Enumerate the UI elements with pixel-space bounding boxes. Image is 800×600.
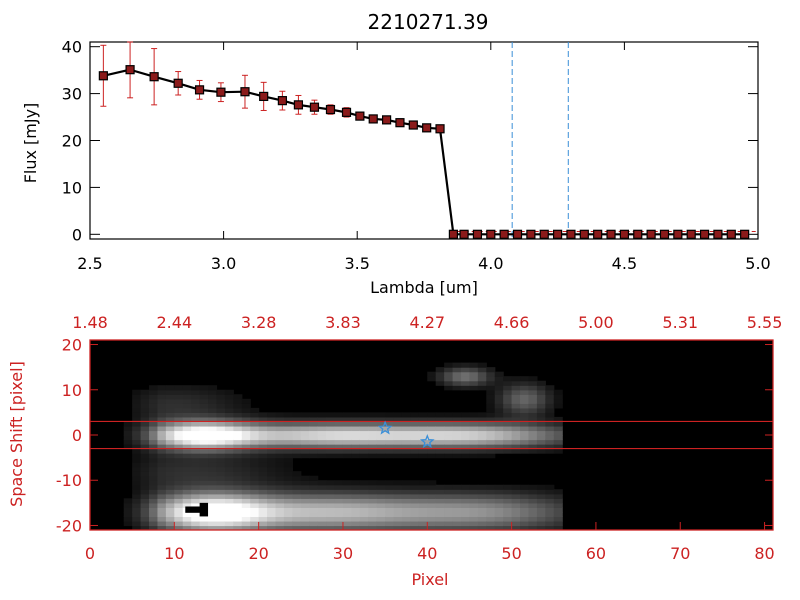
flux-data-point <box>713 229 723 239</box>
wavelength-top-tick-label: 3.83 <box>325 313 361 332</box>
flux-plot: 2.5 3.0 3.5 4.0 4.5 5.0 0 10 20 30 40 <box>62 38 771 273</box>
flux-data-point <box>293 100 304 110</box>
flux-data-point <box>408 120 418 130</box>
flux-data-point <box>512 229 523 239</box>
wavelength-top-tick-label: 1.48 <box>72 313 108 332</box>
flux-y-tick-label: 30 <box>62 85 82 104</box>
space-shift-y-tick-label: 10 <box>62 381 82 400</box>
wavelength-top-tick-label: 5.55 <box>747 313 783 332</box>
flux-data-point <box>499 229 509 239</box>
pixel-x-tick-label: 10 <box>164 544 184 563</box>
flux-x-axis-label: Lambda [um] <box>370 278 478 297</box>
flux-data-point <box>526 229 536 239</box>
flux-data-point <box>699 229 710 239</box>
wavelength-top-tick-label: 5.00 <box>578 313 614 332</box>
flux-data-point <box>259 91 269 102</box>
wavelength-top-tick-label: 2.44 <box>157 313 193 332</box>
flux-data-point <box>673 229 683 239</box>
flux-data-point <box>448 229 458 239</box>
flux-data-point <box>619 229 630 239</box>
flux-data-point <box>593 229 603 239</box>
flux-x-tick-label: 4.5 <box>612 254 637 273</box>
flux-data-point <box>325 104 336 115</box>
wavelength-top-tick-label: 4.66 <box>494 313 530 332</box>
spectral-image <box>123 362 563 530</box>
space-shift-y-tick-label: -10 <box>56 471 82 490</box>
flux-y-tick-label: 10 <box>62 178 82 197</box>
flux-x-tick-label: 3.5 <box>344 254 369 273</box>
dark-artifact <box>185 506 204 513</box>
flux-x-tick-label: 3.0 <box>211 254 236 273</box>
flux-x-tick-label: 4.0 <box>478 254 503 273</box>
flux-data-point <box>194 85 205 95</box>
flux-y-tick-label: 20 <box>62 132 82 151</box>
star-marker-icon <box>419 433 435 449</box>
flux-data-point <box>566 229 576 239</box>
dark-artifact <box>199 502 209 517</box>
flux-data-point <box>459 229 469 239</box>
spectrum-image-panel: 1.48 2.44 3.28 3.83 4.27 4.66 5.00 5.31 5.55 0 10… <box>56 313 783 563</box>
space-shift-y-tick-label: 20 <box>62 336 82 355</box>
pixel-x-tick-label: 80 <box>754 544 774 563</box>
flux-data-point <box>646 229 656 239</box>
flux-data-point <box>579 229 589 239</box>
pixel-x-tick-label: 60 <box>586 544 606 563</box>
flux-data-point <box>125 65 135 75</box>
flux-data-point <box>355 111 365 121</box>
flux-data-point <box>740 229 750 239</box>
flux-data-point <box>552 229 563 239</box>
flux-data-point <box>686 229 696 239</box>
flux-data-point <box>726 229 736 239</box>
flux-data-point <box>422 123 432 133</box>
flux-x-tick-label: 5.0 <box>745 254 770 273</box>
flux-data-point <box>381 115 392 125</box>
wavelength-top-tick-label: 5.31 <box>662 313 698 332</box>
chart-title: 2210271.39 <box>368 10 489 34</box>
star-marker-icon <box>377 420 393 435</box>
space-shift-y-tick-label: 0 <box>72 426 82 445</box>
flux-y-tick-label: 0 <box>72 225 82 244</box>
flux-data-point <box>606 229 616 239</box>
pixel-x-tick-label: 70 <box>670 544 690 563</box>
wavelength-top-tick-label: 4.27 <box>409 313 445 332</box>
pixel-x-tick-label: 50 <box>501 544 521 563</box>
flux-data-point <box>659 229 670 239</box>
flux-data-point <box>277 96 287 106</box>
pixel-x-tick-label: 20 <box>248 544 268 563</box>
flux-data-point <box>472 229 483 239</box>
flux-data-point <box>98 71 108 81</box>
pixel-x-tick-label: 30 <box>333 544 353 563</box>
flux-data-point <box>633 229 643 239</box>
flux-data-point <box>435 124 445 134</box>
space-shift-axis-label: Space Shift [pixel] <box>7 361 26 507</box>
flux-y-axis-label: Flux [mJy] <box>21 103 40 184</box>
pixel-x-tick-label: 0 <box>85 544 95 563</box>
pixel-axis-label: Pixel <box>411 570 448 589</box>
flux-data-point <box>173 78 183 88</box>
flux-data-point <box>395 118 405 128</box>
flux-x-tick-label: 2.5 <box>77 254 102 273</box>
space-shift-y-tick-label: -20 <box>56 516 82 535</box>
flux-data-point <box>368 114 378 124</box>
flux-data-point <box>309 102 320 112</box>
flux-data-point <box>240 87 250 97</box>
flux-data-point <box>486 229 496 239</box>
flux-y-tick-label: 40 <box>62 38 82 57</box>
flux-data-point <box>216 87 226 97</box>
pixel-x-tick-label: 40 <box>417 544 437 563</box>
flux-data-point <box>341 107 352 117</box>
wavelength-top-tick-label: 3.28 <box>241 313 277 332</box>
flux-data-point <box>539 229 549 239</box>
flux-data-point <box>149 72 159 82</box>
flux-plot-frame <box>89 41 759 240</box>
